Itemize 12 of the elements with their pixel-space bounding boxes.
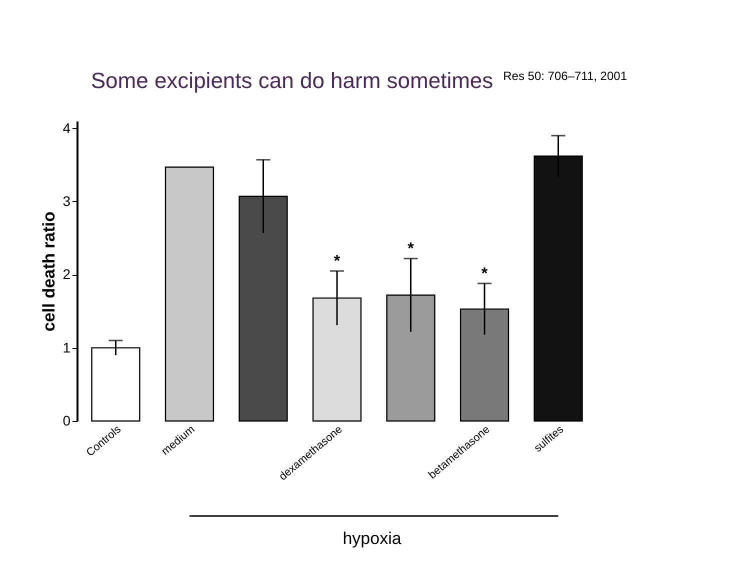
y-tick-label: 2 bbox=[62, 266, 71, 282]
text: Some excipients can do harm sometimes bbox=[90, 68, 494, 93]
data-label: * bbox=[334, 253, 341, 270]
y-tick-label: 3 bbox=[62, 192, 71, 209]
y-tick-label: 0 bbox=[62, 412, 71, 428]
data-label: * bbox=[481, 265, 488, 282]
y-axis-title: cell death ratio bbox=[40, 212, 59, 332]
y-tick-label: 4 bbox=[62, 120, 71, 136]
text: Res 50: 706–711, 2001 bbox=[503, 69, 628, 83]
y-tick-label: 1 bbox=[62, 339, 71, 356]
text: hypoxia bbox=[342, 529, 402, 548]
data-label: * bbox=[408, 240, 415, 258]
